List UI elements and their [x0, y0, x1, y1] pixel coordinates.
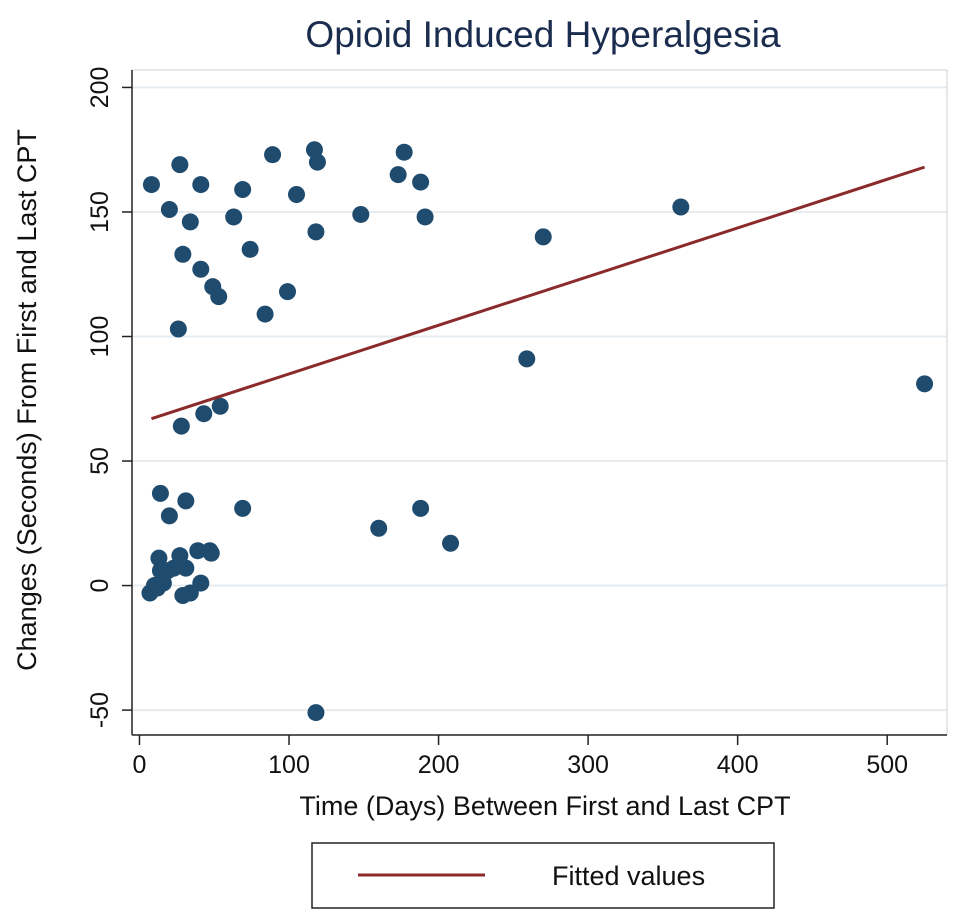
x-tick-label: 400 — [717, 751, 759, 779]
data-point — [210, 288, 228, 306]
data-point — [177, 559, 195, 577]
data-point — [389, 166, 407, 184]
data-point — [307, 704, 325, 722]
data-point — [370, 519, 388, 537]
x-tick-label: 200 — [418, 751, 460, 779]
data-point — [442, 534, 460, 552]
data-point — [160, 200, 178, 218]
data-point — [172, 417, 190, 435]
y-tick-label: 0 — [86, 579, 114, 593]
y-tick-label: 50 — [86, 447, 114, 475]
data-point — [307, 223, 325, 241]
legend: Fitted values — [311, 842, 775, 909]
data-point — [150, 549, 168, 567]
legend-label-fitted-values: Fitted values — [552, 861, 705, 891]
data-point — [287, 186, 305, 204]
gridlines — [132, 86, 947, 712]
data-point — [395, 143, 413, 161]
y-axis-label: Changes (Seconds) From First and Last CP… — [12, 129, 42, 671]
axis-ticks: -50 0 50 100 150 200 0 100 200 300 400 500 — [86, 67, 908, 779]
data-point — [264, 146, 282, 164]
data-point — [241, 240, 259, 258]
data-point — [412, 499, 430, 517]
data-point — [169, 320, 187, 338]
plot-area-frame — [131, 69, 948, 736]
data-point — [202, 544, 220, 562]
data-point — [195, 405, 213, 423]
y-tick-label: 200 — [86, 67, 114, 109]
data-point — [142, 176, 160, 194]
x-tick-label: 300 — [567, 751, 609, 779]
data-point — [211, 397, 229, 415]
data-point — [181, 213, 199, 231]
data-point — [160, 507, 178, 525]
x-axis-label: Time (Days) Between First and Last CPT — [299, 791, 790, 821]
data-point — [279, 283, 297, 301]
data-points — [141, 141, 934, 722]
fitted-line-layer — [150, 165, 926, 421]
data-point — [225, 208, 243, 226]
data-point — [256, 305, 274, 323]
data-point — [412, 173, 430, 191]
data-point — [416, 208, 434, 226]
chart-title: Opioid Induced Hyperalgesia — [305, 14, 781, 55]
y-tick-label: 150 — [86, 191, 114, 233]
data-point — [518, 350, 536, 368]
data-point — [189, 542, 207, 560]
data-point — [192, 260, 210, 278]
y-tick-label: 100 — [86, 316, 114, 358]
data-point — [151, 484, 169, 502]
data-point — [177, 492, 195, 510]
y-tick-label: -50 — [86, 692, 114, 728]
data-point — [672, 198, 690, 216]
data-point — [192, 574, 210, 592]
fitted-line — [150, 165, 926, 421]
data-point — [234, 181, 252, 199]
x-tick-label: 500 — [866, 751, 908, 779]
data-point — [352, 205, 370, 223]
data-point — [916, 375, 934, 393]
x-tick-label: 100 — [268, 751, 310, 779]
data-point — [308, 153, 326, 171]
x-tick-label: 0 — [133, 751, 147, 779]
data-point — [234, 499, 252, 517]
data-point — [174, 245, 192, 263]
data-point — [534, 228, 552, 246]
data-point — [192, 176, 210, 194]
data-point — [171, 156, 189, 174]
